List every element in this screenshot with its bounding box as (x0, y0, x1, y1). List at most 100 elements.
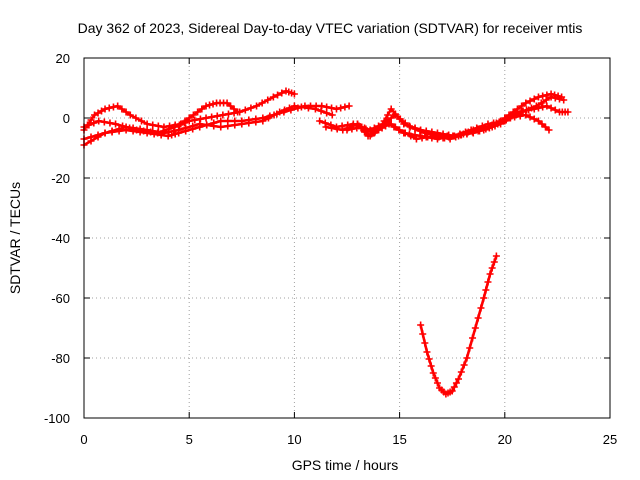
data-point (317, 107, 325, 115)
data-point (149, 127, 157, 135)
data-point (213, 112, 221, 120)
data-point (264, 96, 272, 104)
data-point (281, 106, 289, 114)
data-point (341, 103, 349, 111)
data-point (154, 122, 162, 130)
data-point (547, 104, 555, 112)
data-point (258, 99, 266, 107)
data-point (384, 111, 392, 119)
data-point (522, 99, 530, 107)
data-point (400, 120, 408, 128)
data-point (448, 387, 456, 395)
data-point (526, 113, 534, 121)
data-point (433, 379, 441, 387)
data-point (556, 95, 564, 103)
data-point (206, 101, 214, 109)
data-point (191, 116, 199, 124)
data-point (90, 119, 98, 127)
data-point (391, 110, 399, 118)
data-point (401, 129, 409, 137)
data-point (106, 119, 114, 127)
chart-title: Day 362 of 2023, Sidereal Day-to-day VTE… (78, 20, 583, 36)
data-point (423, 348, 431, 356)
y-axis-label: SDTVAR / TECUs (7, 182, 23, 294)
data-point (264, 114, 272, 122)
data-point (316, 117, 324, 125)
data-point (337, 104, 345, 112)
data-point (542, 96, 550, 104)
data-point (380, 117, 388, 125)
data-point (196, 120, 204, 128)
data-point (332, 105, 340, 113)
data-point (122, 123, 130, 131)
data-point (405, 122, 413, 130)
data-point (543, 102, 551, 110)
data-point (345, 102, 353, 110)
y-tick-label: 20 (56, 51, 70, 66)
data-point (478, 122, 486, 130)
data-point (236, 108, 244, 116)
data-point (417, 126, 425, 134)
data-point (238, 120, 246, 128)
data-point (252, 118, 260, 126)
data-point (362, 128, 370, 136)
data-point (564, 108, 572, 116)
grid-lines (84, 58, 610, 418)
data-point (387, 114, 395, 122)
data-point (297, 103, 305, 111)
data-point (278, 89, 286, 97)
data-point (538, 120, 546, 128)
plot-frame (83, 57, 611, 419)
data-point (210, 122, 218, 130)
data-point (485, 124, 493, 132)
data-point (467, 126, 475, 134)
data-point (241, 106, 249, 114)
data-point (354, 120, 362, 128)
data-point (323, 109, 331, 117)
data-point (411, 124, 419, 132)
data-point (433, 129, 441, 137)
axis-ticks: 0 5 10 15 20 25 -100 -80 -60 -40 -20 0 20 (44, 51, 617, 447)
data-point (473, 124, 481, 132)
data-point (471, 324, 479, 332)
data-point (477, 304, 485, 312)
data-point (428, 128, 436, 136)
data-point (490, 258, 498, 266)
data-point (94, 133, 102, 141)
data-point (208, 113, 216, 121)
data-point (462, 128, 470, 136)
data-point (551, 106, 559, 114)
data-point (194, 108, 202, 116)
data-point (534, 117, 542, 125)
data-point (269, 93, 277, 101)
data-point (122, 108, 130, 116)
data-point (118, 105, 126, 113)
data-point (202, 114, 210, 122)
data-point (358, 124, 366, 132)
data-point (112, 120, 120, 128)
data-point (182, 124, 190, 132)
x-tick-label: 0 (80, 432, 87, 447)
data-point (224, 110, 232, 118)
y-tick-label: 0 (63, 111, 70, 126)
data-point (422, 127, 430, 135)
data-point (387, 105, 395, 113)
data-point (259, 117, 267, 125)
data-point (333, 125, 341, 133)
data-point (136, 125, 144, 133)
x-tick-label: 5 (186, 432, 193, 447)
data-point (203, 121, 211, 129)
data-point (366, 132, 374, 140)
data-point (323, 103, 331, 111)
data-point (114, 102, 122, 110)
x-tick-label: 10 (287, 432, 301, 447)
data-point (373, 126, 381, 134)
data-point (457, 368, 465, 376)
data-point (490, 119, 498, 127)
data-point (198, 105, 206, 113)
data-point (100, 118, 108, 126)
data-point (431, 374, 439, 382)
data-point (469, 334, 477, 342)
data-point (466, 344, 474, 352)
